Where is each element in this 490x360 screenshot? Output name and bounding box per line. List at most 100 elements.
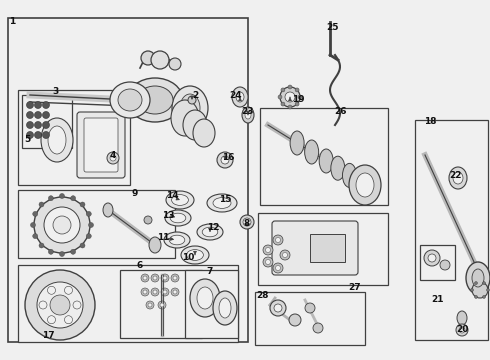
Circle shape bbox=[34, 102, 42, 108]
Bar bbox=[260, 108, 388, 205]
Ellipse shape bbox=[41, 118, 73, 162]
Bar bbox=[18, 90, 130, 185]
Ellipse shape bbox=[457, 311, 467, 325]
Circle shape bbox=[34, 131, 42, 139]
Circle shape bbox=[280, 250, 290, 260]
Ellipse shape bbox=[219, 298, 231, 318]
Text: 7: 7 bbox=[207, 267, 213, 276]
Text: 11: 11 bbox=[157, 234, 169, 243]
Bar bbox=[310, 234, 345, 262]
Ellipse shape bbox=[319, 149, 333, 173]
Circle shape bbox=[110, 155, 116, 161]
Text: 26: 26 bbox=[334, 108, 346, 117]
Bar bbox=[18, 190, 175, 258]
Ellipse shape bbox=[164, 232, 190, 248]
Ellipse shape bbox=[453, 172, 463, 184]
Circle shape bbox=[163, 276, 167, 280]
Circle shape bbox=[487, 288, 490, 292]
Circle shape bbox=[483, 296, 486, 298]
Text: 2: 2 bbox=[192, 90, 198, 99]
Ellipse shape bbox=[193, 119, 215, 147]
Text: 17: 17 bbox=[42, 330, 54, 339]
Text: 14: 14 bbox=[166, 190, 178, 199]
Circle shape bbox=[161, 288, 169, 296]
Text: 20: 20 bbox=[456, 325, 468, 334]
Circle shape bbox=[49, 196, 53, 201]
Circle shape bbox=[146, 301, 154, 309]
Circle shape bbox=[289, 314, 301, 326]
Circle shape bbox=[153, 290, 157, 294]
Circle shape bbox=[59, 194, 65, 198]
Circle shape bbox=[288, 105, 292, 109]
Circle shape bbox=[33, 211, 38, 216]
Ellipse shape bbox=[183, 110, 207, 140]
Text: 6: 6 bbox=[137, 261, 143, 270]
Circle shape bbox=[263, 245, 273, 255]
Ellipse shape bbox=[181, 246, 209, 264]
Circle shape bbox=[39, 202, 44, 207]
Circle shape bbox=[273, 235, 283, 245]
Bar bbox=[258, 213, 388, 285]
Ellipse shape bbox=[290, 131, 304, 155]
Ellipse shape bbox=[103, 203, 113, 217]
Circle shape bbox=[43, 112, 49, 118]
Circle shape bbox=[275, 266, 280, 270]
Circle shape bbox=[173, 276, 177, 280]
Circle shape bbox=[34, 197, 90, 253]
Ellipse shape bbox=[187, 249, 203, 260]
FancyBboxPatch shape bbox=[77, 112, 125, 178]
Text: 24: 24 bbox=[230, 90, 243, 99]
Circle shape bbox=[273, 263, 283, 273]
Circle shape bbox=[298, 95, 302, 99]
Text: 8: 8 bbox=[244, 220, 250, 229]
Circle shape bbox=[151, 51, 169, 69]
Text: 21: 21 bbox=[431, 296, 443, 305]
Circle shape bbox=[275, 238, 280, 243]
Ellipse shape bbox=[331, 156, 345, 180]
Circle shape bbox=[48, 286, 55, 294]
Circle shape bbox=[141, 274, 149, 282]
Circle shape bbox=[474, 282, 477, 284]
Text: 9: 9 bbox=[132, 189, 138, 198]
Circle shape bbox=[171, 288, 179, 296]
Ellipse shape bbox=[202, 227, 218, 237]
Ellipse shape bbox=[127, 78, 183, 122]
Circle shape bbox=[266, 260, 270, 265]
Bar bbox=[120, 270, 202, 338]
Ellipse shape bbox=[48, 126, 66, 154]
Ellipse shape bbox=[197, 287, 213, 309]
Circle shape bbox=[274, 304, 282, 312]
Bar bbox=[415, 120, 488, 340]
Circle shape bbox=[281, 88, 285, 92]
Circle shape bbox=[148, 303, 152, 307]
Circle shape bbox=[188, 96, 196, 104]
Text: 22: 22 bbox=[449, 171, 461, 180]
Ellipse shape bbox=[207, 194, 237, 212]
Circle shape bbox=[89, 222, 94, 228]
Text: 5: 5 bbox=[24, 135, 30, 144]
Bar bbox=[22, 95, 72, 148]
Ellipse shape bbox=[172, 195, 188, 206]
Bar bbox=[420, 245, 455, 280]
Circle shape bbox=[71, 249, 75, 254]
Circle shape bbox=[295, 88, 299, 92]
Circle shape bbox=[313, 323, 323, 333]
Ellipse shape bbox=[356, 173, 374, 197]
Circle shape bbox=[80, 202, 85, 207]
Text: 13: 13 bbox=[162, 211, 174, 220]
Circle shape bbox=[143, 276, 147, 280]
Ellipse shape bbox=[242, 107, 254, 123]
Circle shape bbox=[295, 102, 299, 106]
Ellipse shape bbox=[169, 235, 185, 245]
Bar bbox=[255, 292, 365, 345]
Circle shape bbox=[263, 257, 273, 267]
Circle shape bbox=[25, 270, 95, 340]
Circle shape bbox=[161, 274, 169, 282]
Ellipse shape bbox=[305, 140, 318, 164]
Circle shape bbox=[158, 301, 166, 309]
Circle shape bbox=[65, 316, 73, 324]
Circle shape bbox=[49, 249, 53, 254]
Circle shape bbox=[30, 222, 35, 228]
Circle shape bbox=[288, 85, 292, 89]
Ellipse shape bbox=[236, 92, 244, 102]
